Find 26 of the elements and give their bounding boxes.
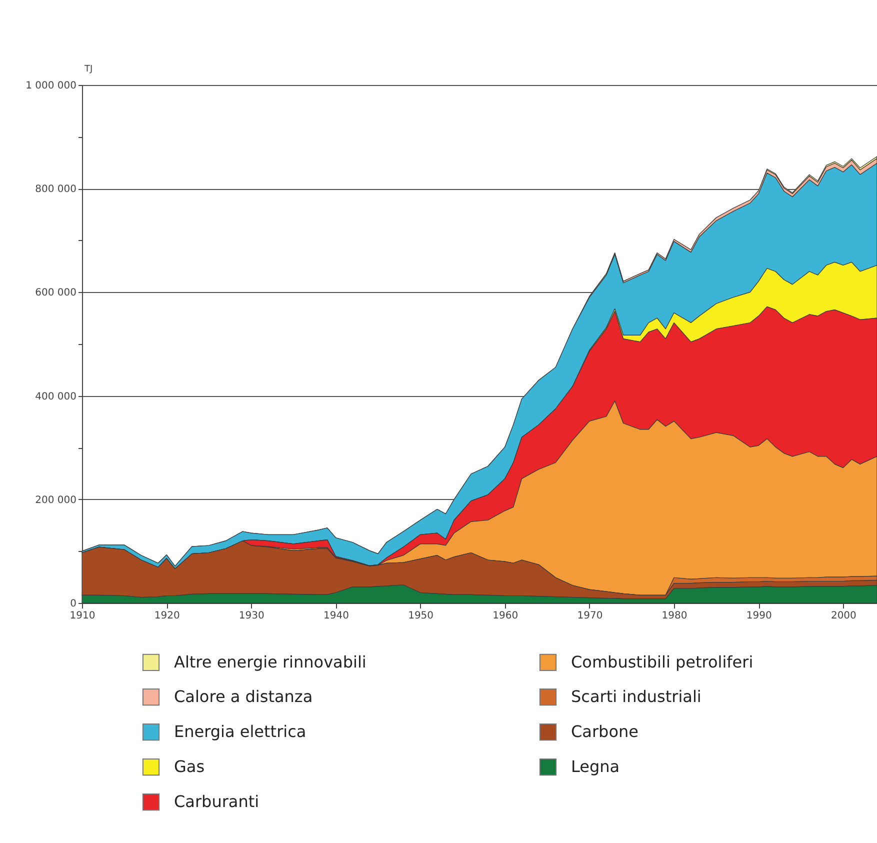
y-tick-label: 600 000 — [35, 288, 76, 299]
y-tick-label: 800 000 — [35, 184, 76, 196]
legend-label: Carburanti — [174, 792, 260, 811]
x-tick-label: 1910 — [70, 610, 96, 622]
x-tick-label: 1990 — [746, 610, 772, 622]
legend-label: Gas — [174, 757, 205, 776]
x-tick-label: 1930 — [238, 610, 264, 622]
y-tick-label: 200 000 — [35, 494, 76, 506]
x-tick-label: 1970 — [577, 610, 603, 622]
x-tick-label: 2000 — [830, 610, 856, 622]
legend-label: Altre energie rinnovabili — [174, 652, 366, 672]
y-tick-label: 1 000 000 — [26, 80, 76, 92]
y-tick-label: 0 — [70, 598, 76, 610]
legend-label: Carbone — [571, 722, 638, 741]
y-axis-title: TJ — [84, 64, 93, 74]
legend-label: Scarti industriali — [571, 687, 702, 706]
legend-label: Combustibili petroliferi — [571, 652, 754, 672]
x-tick-label: 1920 — [154, 610, 180, 622]
legend-label: Legna — [571, 757, 620, 776]
legend-label: Energia elettrica — [174, 722, 306, 741]
y-tick-label: 400 000 — [35, 391, 76, 402]
x-tick-label: 1980 — [662, 610, 688, 622]
x-tick-label: 1940 — [323, 610, 349, 622]
x-tick-label: 1950 — [408, 610, 434, 622]
x-tick-label: 1960 — [492, 610, 518, 622]
legend-label: Calore a distanza — [174, 687, 313, 706]
